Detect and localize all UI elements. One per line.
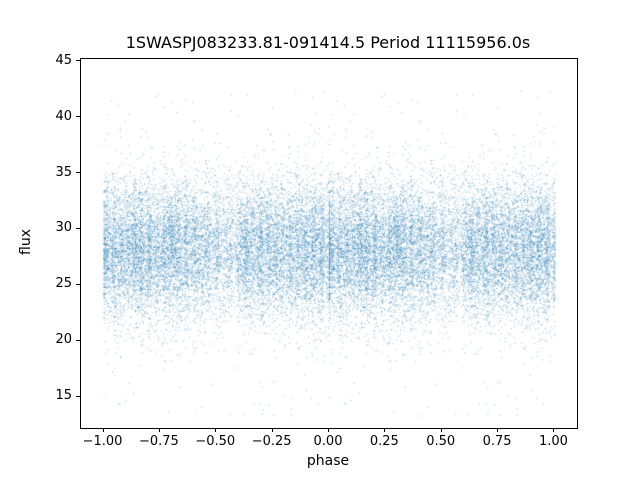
y-tick-mark <box>76 172 80 174</box>
x-tick-mark <box>384 428 386 432</box>
x-tick-mark <box>158 428 160 432</box>
x-tick-label: −0.25 <box>251 434 292 449</box>
x-tick-label: 0.25 <box>369 434 399 449</box>
y-tick-label: 20 <box>55 332 72 348</box>
scatter-points-canvas <box>81 59 577 428</box>
x-tick-mark <box>215 428 217 432</box>
y-tick-label: 45 <box>55 52 72 68</box>
y-tick-mark <box>76 60 80 62</box>
axes-area <box>80 58 578 429</box>
x-tick-mark <box>553 428 555 432</box>
y-tick-mark <box>76 116 80 118</box>
y-tick-label: 15 <box>55 388 72 404</box>
x-tick-label: −0.75 <box>138 434 179 449</box>
x-tick-label: −0.50 <box>195 434 236 449</box>
chart-title: 1SWASPJ083233.81-091414.5 Period 1111595… <box>125 33 531 52</box>
x-tick-label: 0.00 <box>313 434 343 449</box>
x-tick-label: 0.75 <box>482 434 512 449</box>
y-tick-label: 30 <box>55 220 72 236</box>
y-tick-label: 40 <box>55 108 72 124</box>
x-tick-mark <box>271 428 273 432</box>
y-tick-label: 25 <box>55 276 72 292</box>
x-tick-mark <box>497 428 499 432</box>
y-tick-label: 35 <box>55 164 72 180</box>
y-tick-mark <box>76 283 80 285</box>
x-tick-mark <box>440 428 442 432</box>
x-tick-label: −1.00 <box>82 434 123 449</box>
y-tick-mark <box>76 395 80 397</box>
y-tick-mark <box>76 339 80 341</box>
x-tick-label: 1.00 <box>538 434 568 449</box>
x-tick-label: 0.50 <box>426 434 456 449</box>
x-tick-mark <box>102 428 104 432</box>
x-tick-mark <box>328 428 329 432</box>
y-tick-mark <box>76 227 80 229</box>
x-axis-label: phase <box>306 453 350 469</box>
